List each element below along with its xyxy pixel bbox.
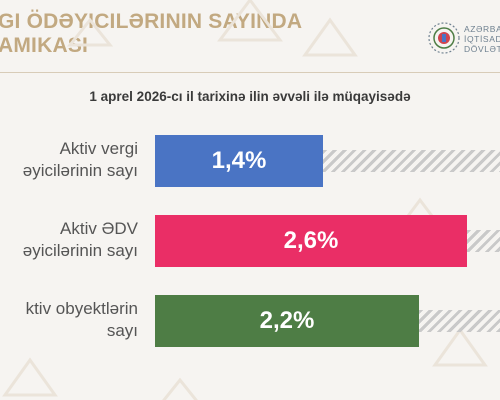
bar-value-label-2: 2,6% xyxy=(283,227,339,254)
logo-line-2: İQTİSAD xyxy=(464,34,500,44)
page-title: GI ÖDƏYICILƏRININ SAYINDA AMIKASI xyxy=(0,10,302,58)
category-label-1: Aktiv vergi əyicilərinin sayı xyxy=(0,138,138,182)
chart-subtitle: 1 aprel 2026-cı il tarixinə ilin əvvəli … xyxy=(89,89,411,104)
category-label-3: ktiv obyektlərin sayı xyxy=(0,298,138,342)
bar-hatch-1 xyxy=(323,150,500,172)
category-label-2-line-1: Aktiv ƏDV xyxy=(60,219,138,238)
header-divider xyxy=(0,72,500,73)
category-label-2: Aktiv ƏDV əyicilərinin sayı xyxy=(0,218,138,262)
category-label-1-line-1: Aktiv vergi xyxy=(59,139,138,158)
bar-value-label-3: 2,2% xyxy=(259,307,315,334)
ministry-logo: AZƏRBA İQTİSAD DÖVLƏT xyxy=(424,20,500,60)
logo-line-1: AZƏRBA xyxy=(464,24,500,34)
title-line-1: GI ÖDƏYICILƏRININ SAYINDA xyxy=(0,10,303,33)
title-line-2: AMIKASI xyxy=(0,34,89,57)
category-label-1-line-2: əyicilərinin sayı xyxy=(22,161,138,180)
bar-value-label-1: 1,4% xyxy=(211,147,267,174)
category-label-3-line-2: sayı xyxy=(106,321,138,340)
bar-hatch-2 xyxy=(467,230,500,252)
logo-text: AZƏRBA İQTİSAD DÖVLƏT xyxy=(464,24,500,54)
bar-2: 2,6% xyxy=(155,215,467,267)
logo-line-3: DÖVLƏT xyxy=(464,44,500,54)
category-label-3-line-1: ktiv obyektlərin xyxy=(25,299,138,318)
bar-1: 1,4% xyxy=(155,135,323,187)
emblem-icon xyxy=(428,22,460,54)
bar-3: 2,2% xyxy=(155,295,419,347)
category-label-2-line-2: əyicilərinin sayı xyxy=(22,241,138,260)
bar-hatch-3 xyxy=(419,310,500,332)
